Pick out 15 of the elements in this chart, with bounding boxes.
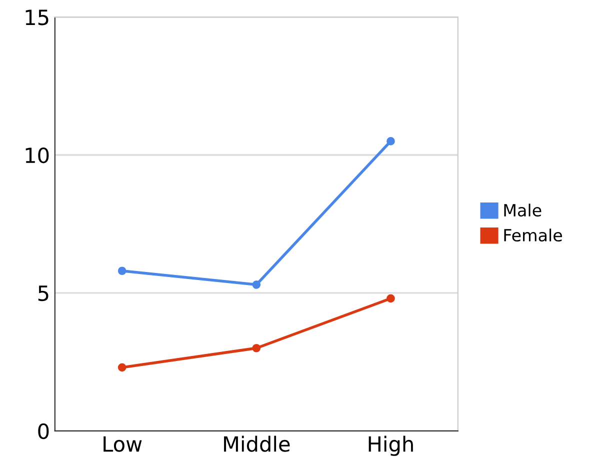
y-tick-label: 10 [26, 147, 49, 164]
x-tick-label: Middle [224, 436, 290, 452]
point [386, 294, 395, 303]
point [118, 266, 126, 276]
x-tick-label: Low [104, 436, 142, 452]
point [118, 363, 126, 372]
legend-label: Male [504, 204, 542, 217]
point [252, 280, 261, 289]
x-tick-label: High [368, 436, 413, 456]
point [386, 137, 395, 146]
legend-label: Female [504, 228, 562, 242]
point [252, 344, 261, 352]
y-tick-label: 5 [38, 286, 48, 302]
y-tick-label: 15 [26, 10, 48, 26]
y-tick-label: 0 [38, 423, 49, 440]
